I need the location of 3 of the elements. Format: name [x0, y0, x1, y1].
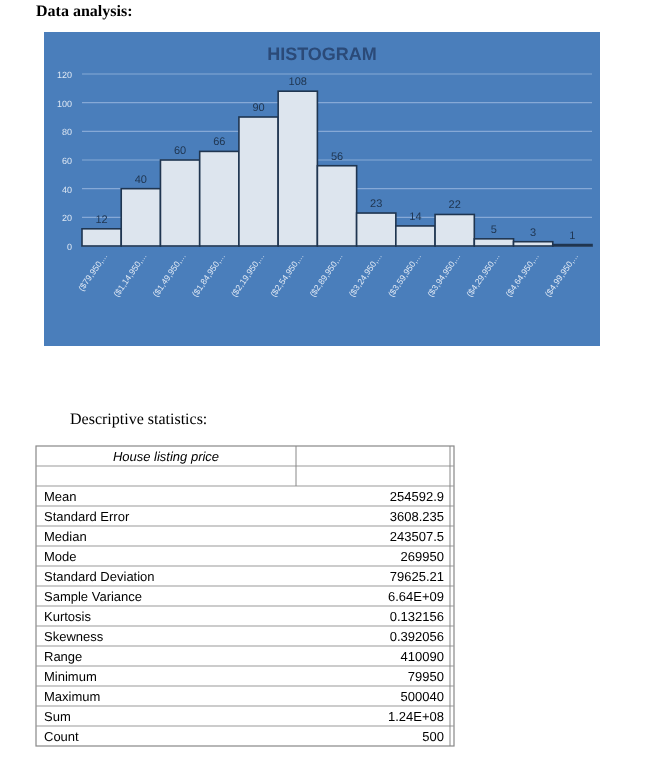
- text: Data analysis:: [36, 2, 133, 20]
- text: Descriptive statistics:: [70, 410, 208, 428]
- chart-title: HISTOGRAM: [267, 44, 377, 64]
